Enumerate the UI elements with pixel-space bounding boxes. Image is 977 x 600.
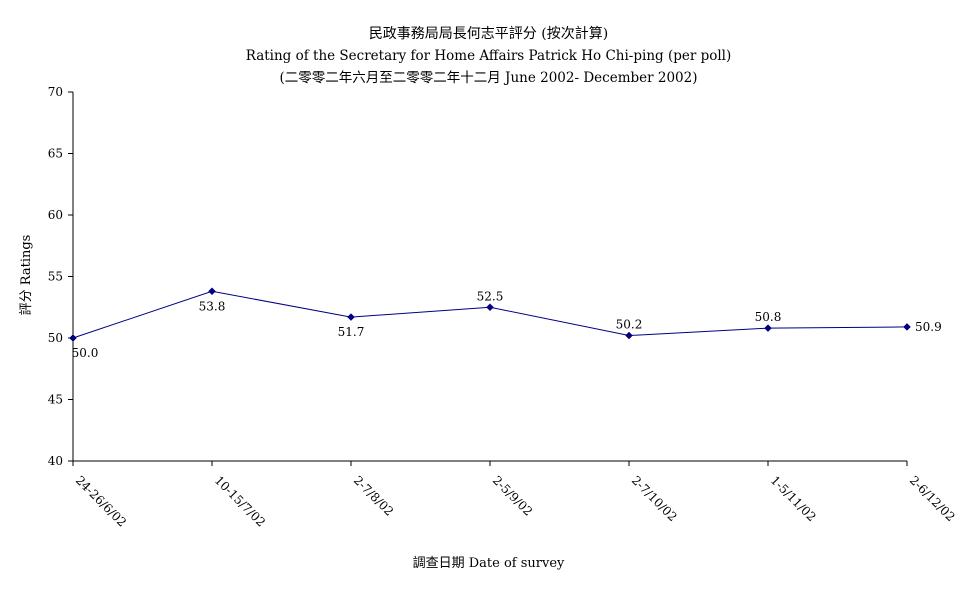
y-axis-label: 評分 Ratings xyxy=(19,234,34,316)
data-point xyxy=(486,303,494,312)
x-tick-label: 2-6/12/02 xyxy=(907,473,958,524)
data-label: 50.0 xyxy=(72,346,99,360)
y-tick-label: 40 xyxy=(48,454,63,468)
y-tick-label: 70 xyxy=(48,85,63,99)
data-point xyxy=(347,313,355,321)
data-point xyxy=(764,324,772,333)
data-point xyxy=(903,323,911,331)
data-point xyxy=(208,287,216,296)
x-tick-label: 2-7/10/02 xyxy=(629,473,680,524)
x-tick-label: 24-26/6/02 xyxy=(73,473,129,529)
data-point xyxy=(69,334,77,342)
data-label: 53.8 xyxy=(199,299,226,313)
data-label: 51.7 xyxy=(338,325,365,339)
y-tick-label: 45 xyxy=(48,393,63,407)
chart-subtitle-period: (二零零二年六月至二零零二年十二月 June 2002- December 20… xyxy=(279,70,698,86)
x-axis-label: 調查日期 Date of survey xyxy=(412,556,565,571)
chart-title: 民政事務局局長何志平評分 (按次計算) xyxy=(368,26,609,42)
x-tick-label: 10-15/7/02 xyxy=(212,473,268,529)
x-tick-label: 2-7/8/02 xyxy=(351,473,396,518)
y-tick-label: 60 xyxy=(48,208,63,222)
data-label: 50.9 xyxy=(915,320,942,334)
chart-subtitle: Rating of the Secretary for Home Affairs… xyxy=(245,48,732,64)
x-tick-label: 2-5/9/02 xyxy=(490,473,535,518)
y-tick-label: 50 xyxy=(48,331,63,345)
y-tick-label: 55 xyxy=(48,270,63,284)
y-tick-label: 65 xyxy=(48,147,63,161)
data-label: 50.2 xyxy=(616,318,643,332)
data-label: 50.8 xyxy=(755,310,782,324)
data-point xyxy=(625,331,633,340)
data-label: 52.5 xyxy=(477,289,504,303)
x-tick-label: 1-5/11/02 xyxy=(768,473,819,524)
